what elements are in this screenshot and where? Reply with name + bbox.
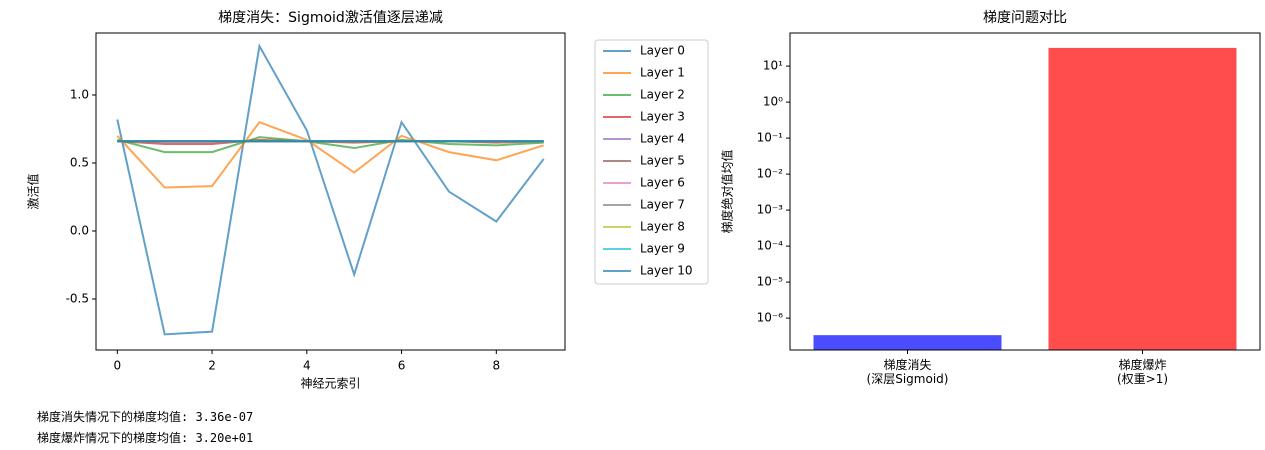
axes-frame [789, 32, 1261, 351]
legend-label: Layer 8 [640, 220, 685, 234]
legend-label: Layer 3 [640, 110, 685, 124]
y-axis-label: 激活值 [26, 173, 41, 209]
legend-label: Layer 4 [640, 132, 685, 146]
legend-label: Layer 0 [640, 44, 685, 58]
x-tick-label: 8 [492, 359, 500, 373]
bar [1048, 47, 1237, 350]
y-tick-label: 10⁻¹ [757, 131, 784, 145]
y-tick-label: 10¹ [763, 59, 783, 73]
line-series [117, 136, 544, 154]
y-tick-label: 10⁻⁶ [757, 311, 784, 325]
chart-title: 梯度问题对比 [983, 10, 1067, 26]
output-line: 梯度爆炸情况下的梯度均值: 3.20e+01 [37, 431, 254, 445]
line-series [116, 43, 545, 336]
axes-frame [95, 32, 566, 351]
y-axis-label: 梯度绝对值均值 [720, 149, 735, 233]
y-tick-label: 10⁻³ [757, 203, 784, 217]
legend-label: Layer 1 [640, 66, 685, 80]
y-tick-label: 1.0 [70, 88, 89, 102]
figure: -0.5 0.0 0.5 1.0 0 2 4 6 8 神经元索引 Layer 0 Layer 1 Lay… [26, 9, 1261, 391]
y-tick-label: 10⁰ [763, 95, 783, 109]
legend-label: Layer 10 [640, 264, 693, 278]
output-line: 梯度消失情况下的梯度均值: 3.36e-07 [37, 410, 254, 424]
legend-label: Layer 9 [640, 242, 685, 256]
y-tick-label: -0.5 [66, 292, 89, 306]
x-tick-label: 4 [303, 359, 311, 373]
x-tick-label: 6 [398, 359, 406, 373]
legend-label: Layer 7 [640, 198, 685, 212]
x-tick-label: 0 [113, 359, 121, 373]
legend-label: Layer 6 [640, 176, 685, 190]
legend-box [594, 39, 709, 285]
legend-label: Layer 5 [640, 154, 685, 168]
x-tick-label: 梯度爆炸 (权重>1) [1116, 358, 1169, 386]
y-tick-label: 10⁻⁵ [757, 275, 784, 289]
line-series [116, 121, 544, 189]
chart-title: 梯度消失：Sigmoid激活值逐层递减 [218, 9, 443, 26]
y-tick-label: 10⁻⁴ [757, 239, 784, 253]
bar [813, 335, 1002, 350]
y-tick-label: 10⁻² [757, 167, 784, 181]
x-tick-label: 2 [208, 359, 216, 373]
x-axis-label: 神经元索引 [300, 377, 360, 391]
y-tick-label: 0.0 [70, 224, 89, 238]
legend-label: Layer 2 [640, 88, 685, 102]
x-tick-label: 梯度消失 (深层Sigmoid) [866, 358, 949, 386]
y-tick-label: 0.5 [70, 156, 89, 170]
